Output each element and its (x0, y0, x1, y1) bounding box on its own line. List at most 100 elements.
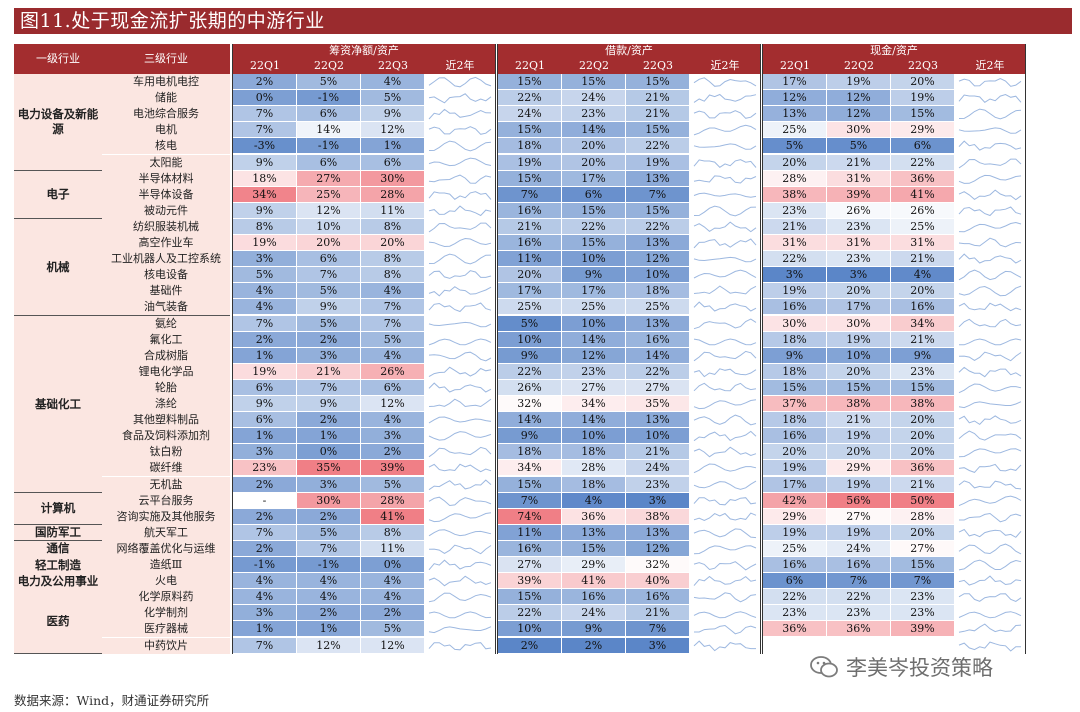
value-cell (891, 637, 955, 654)
value-cell: 25% (891, 218, 955, 235)
value-cell: 3% (626, 637, 690, 654)
value-cell: 9% (233, 396, 297, 413)
value-cell: 6% (562, 186, 626, 203)
trend-sparkline (958, 383, 1022, 394)
value-cell: 22% (626, 138, 690, 155)
value-cell: 22% (626, 363, 690, 380)
trend-sparkline (958, 575, 1022, 586)
value-cell: 30% (827, 315, 891, 332)
value-cell: 31% (827, 170, 891, 187)
value-cell: 18% (763, 412, 827, 429)
value-cell: 14% (498, 412, 562, 429)
trend-sparkline (958, 351, 1022, 361)
value-cell: 6% (361, 379, 425, 396)
wechat-icon (810, 655, 840, 679)
value-cell: 21% (626, 444, 690, 461)
value-cell: 24% (827, 540, 891, 557)
sub-industry-label: 太阳能 (102, 154, 230, 171)
trend-sparkline (428, 366, 492, 377)
value-cell: 6% (297, 251, 361, 268)
trend-sparkline (693, 143, 757, 151)
trend-sparkline (428, 157, 492, 166)
value-cell: 23% (827, 605, 891, 622)
trend-sparkline (428, 237, 492, 248)
value-cell: 2% (233, 331, 297, 348)
value-cell: 15% (763, 379, 827, 396)
sub-industry-label: 储能 (102, 90, 230, 107)
header-sub: 22Q2 (297, 58, 361, 74)
value-cell: 39% (361, 460, 425, 477)
trend-sparkline (428, 174, 492, 184)
trend-sparkline (693, 174, 757, 184)
sub-industry-label: 纺织服装机械 (102, 218, 230, 235)
value-cell: 7% (498, 186, 562, 203)
trend-sparkline (958, 623, 1022, 634)
value-cell: 74% (498, 508, 562, 525)
value-cell: 21% (626, 605, 690, 622)
value-cell: 30% (297, 492, 361, 509)
value-cell: 34% (233, 186, 297, 203)
trend-sparkline (958, 401, 1022, 409)
value-cell: 31% (763, 235, 827, 252)
value-cell: 12% (361, 396, 425, 413)
trend-sparkline (693, 94, 757, 103)
header-sub: 22Q1 (498, 58, 562, 74)
trend-sparkline (958, 158, 1022, 168)
value-cell: 7% (626, 621, 690, 638)
sub-industry-label: 电池综合服务 (102, 106, 230, 123)
value-cell: 5% (297, 283, 361, 300)
value-cell: 6% (297, 154, 361, 171)
value-cell: 8% (361, 524, 425, 541)
value-cell: 28% (763, 170, 827, 187)
header-sub: 22Q1 (233, 58, 297, 74)
value-cell: 3% (763, 267, 827, 284)
value-cell: 16% (626, 331, 690, 348)
value-cell: 27% (626, 379, 690, 396)
trend-sparkline (693, 338, 757, 345)
value-cell: 50% (891, 492, 955, 509)
value-cell: 15% (891, 379, 955, 396)
value-cell: 27% (827, 508, 891, 525)
value-cell: 24% (562, 605, 626, 622)
value-cell: 34% (891, 315, 955, 332)
watermark: 李美岑投资策略 (810, 652, 993, 682)
value-cell: 0% (297, 444, 361, 461)
trend-sparkline (428, 140, 492, 152)
value-cell: 19% (827, 476, 891, 493)
value-cell: 15% (562, 540, 626, 557)
trend-sparkline (693, 368, 757, 378)
trend-sparkline (693, 158, 757, 168)
value-cell: 21% (626, 90, 690, 107)
data-table: 一级行业 三级行业 筹资净额/资产 22Q1 22Q2 22Q3 近2年 借款/资产 22Q1 2… (14, 44, 1072, 674)
header-sub: 22Q3 (891, 58, 955, 74)
trend-sparkline (428, 93, 492, 104)
sub-industry-label: 化学原料药 (102, 589, 230, 606)
value-cell: 2% (361, 605, 425, 622)
sub-industry-label: 航天军工 (102, 524, 230, 541)
value-cell: 1% (233, 428, 297, 445)
value-cell: 56% (827, 492, 891, 509)
value-cell: 36% (763, 621, 827, 638)
value-cell: 20% (891, 412, 955, 429)
value-cell: 7% (498, 492, 562, 509)
value-cell: 13% (763, 106, 827, 123)
source-note: 数据来源：Wind，财通证券研究所 (14, 693, 210, 708)
value-cell: 2% (233, 508, 297, 525)
value-cell: 24% (562, 90, 626, 107)
value-cell: 25% (562, 299, 626, 316)
header-sub: 22Q2 (827, 58, 891, 74)
value-cell: 25% (763, 122, 827, 139)
value-cell: 29% (827, 460, 891, 477)
trend-sparkline (428, 544, 492, 555)
value-cell: 30% (361, 170, 425, 187)
value-cell: 27% (498, 557, 562, 574)
value-cell: 6% (891, 138, 955, 155)
trend-sparkline (958, 318, 1022, 327)
trend-sparkline (428, 205, 492, 216)
value-cell: 23% (562, 363, 626, 380)
value-cell: 36% (891, 460, 955, 477)
value-cell: 12% (297, 202, 361, 219)
value-cell: -1% (297, 90, 361, 107)
value-cell: 13% (626, 524, 690, 541)
value-cell: 26% (827, 202, 891, 219)
